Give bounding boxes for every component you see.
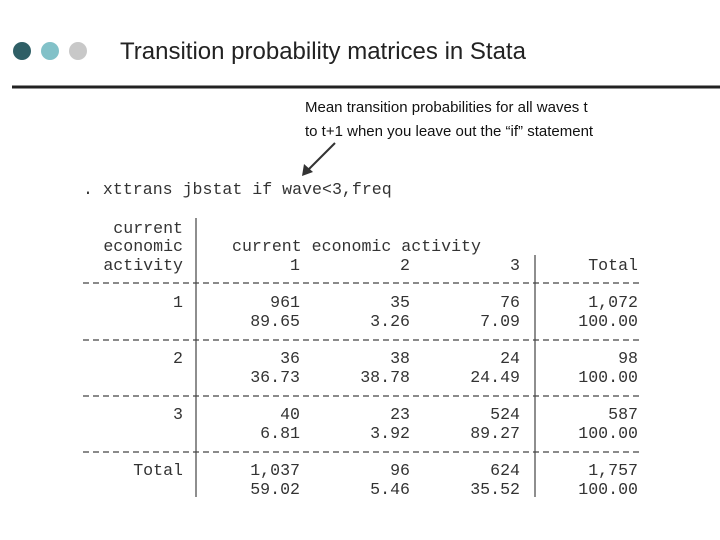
row-label: 3 [173,405,183,424]
frequency-cell: 624 [490,461,520,480]
percent-cell: 24.49 [470,368,520,387]
percent-cell: 100.00 [578,312,638,331]
slide-title: Transition probability matrices in Stata [120,38,527,65]
frequency-cell: 24 [500,349,520,368]
annotation: Mean transition probabilities for all wa… [305,99,588,116]
row-header: current [113,219,183,238]
percent-cell: 59.02 [250,480,300,499]
percent-cell: 5.46 [370,480,410,499]
frequency-cell: 40 [280,405,300,424]
percent-cell: 100.00 [578,368,638,387]
frequency-cell: 98 [618,349,638,368]
frequency-cell: 961 [270,293,300,312]
percent-cell: 100.00 [578,480,638,499]
column-header: 1 [290,256,300,275]
frequency-cell: 96 [390,461,410,480]
percent-cell: 100.00 [578,424,638,443]
arrow [306,142,336,172]
column-header: 3 [510,256,520,275]
command: . xttrans jbstat if wave<3,freq [83,180,392,199]
frequency-cell: 23 [390,405,410,424]
row-label: 2 [173,349,183,368]
row-label: 1 [173,293,183,312]
column-group-header: current economic activity [232,237,481,256]
percent-cell: 89.27 [470,424,520,443]
percent-cell: 38.78 [360,368,410,387]
bullet-dot [41,42,59,60]
frequency-cell: 38 [390,349,410,368]
frequency-cell: 1,072 [588,293,638,312]
row-label: Total [133,461,183,480]
frequency-cell: 35 [390,293,410,312]
column-header: 2 [400,256,410,275]
frequency-cell: 76 [500,293,520,312]
frequency-cell: 1,757 [588,461,638,480]
frequency-cell: 1,037 [250,461,300,480]
row-header: economic [103,237,183,256]
bullet-dot [69,42,87,60]
percent-cell: 35.52 [470,480,520,499]
row-header: activity [103,256,183,275]
arrow-head [302,164,313,176]
annotation: to t+1 when you leave out the “if” state… [305,123,594,140]
frequency-cell: 587 [608,405,638,424]
column-header: Total [588,256,638,275]
frequency-cell: 36 [280,349,300,368]
percent-cell: 3.92 [370,424,410,443]
percent-cell: 3.26 [370,312,410,331]
percent-cell: 89.65 [250,312,300,331]
percent-cell: 36.73 [250,368,300,387]
bullet-dot [13,42,31,60]
percent-cell: 6.81 [260,424,300,443]
percent-cell: 7.09 [480,312,520,331]
frequency-cell: 524 [490,405,520,424]
